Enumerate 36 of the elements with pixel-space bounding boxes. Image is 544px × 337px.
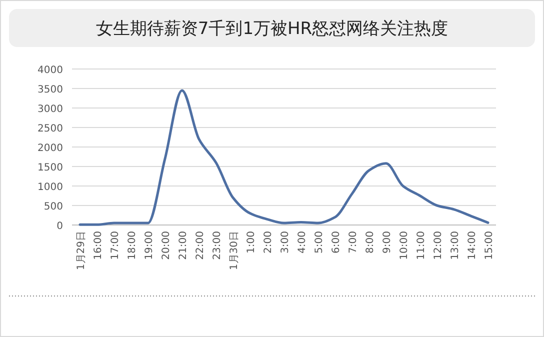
y-tick-label: 0 (56, 221, 63, 232)
x-tick-label: 19:00 (144, 231, 155, 260)
x-tick-label: 16:00 (93, 231, 104, 260)
x-tick-label: 3:00 (280, 231, 291, 254)
x-tick-label: 6:00 (331, 231, 342, 254)
x-tick-label: 20:00 (161, 231, 172, 260)
line-series (78, 89, 490, 226)
y-tick-label: 4000 (38, 65, 63, 76)
x-tick-label: 13:00 (450, 231, 461, 260)
x-tick-label: 11:00 (416, 231, 427, 260)
x-tick-label: 1:00 (246, 231, 257, 254)
x-tick-label: 4:00 (297, 231, 308, 254)
chart-title: 女生期待薪资7千到1万被HR怒怼网络关注热度 (96, 19, 448, 39)
x-tick-label: 23:00 (212, 231, 223, 260)
y-tick-label: 2500 (38, 124, 63, 134)
x-tick-label: 9:00 (382, 231, 393, 254)
x-tick-label: 22:00 (195, 231, 206, 260)
x-tick-label: 14:00 (467, 231, 478, 260)
x-tick-label: 1月29日 (76, 231, 87, 270)
x-tick-label: 15:00 (484, 231, 495, 260)
x-tick-label: 7:00 (348, 231, 359, 254)
y-tick-label: 1500 (38, 162, 63, 174)
x-tick-label: 8:00 (365, 231, 376, 254)
y-tick-label: 3000 (38, 104, 63, 115)
y-tick-label: 2000 (38, 143, 63, 154)
x-tick-label: 10:00 (399, 231, 410, 260)
y-tick-label: 500 (44, 202, 63, 212)
x-tick-label: 1月30日 (229, 231, 240, 270)
y-tick-label: 1000 (38, 182, 63, 193)
x-tick-label: 21:00 (178, 231, 189, 260)
x-tick-label: 5:00 (314, 231, 325, 254)
y-tick-label: 3500 (38, 84, 63, 96)
x-tick-label: 12:00 (433, 231, 444, 260)
x-tick-label: 18:00 (127, 231, 138, 260)
x-tick-label: 17:00 (110, 231, 121, 260)
x-tick-label: 2:00 (263, 231, 274, 254)
